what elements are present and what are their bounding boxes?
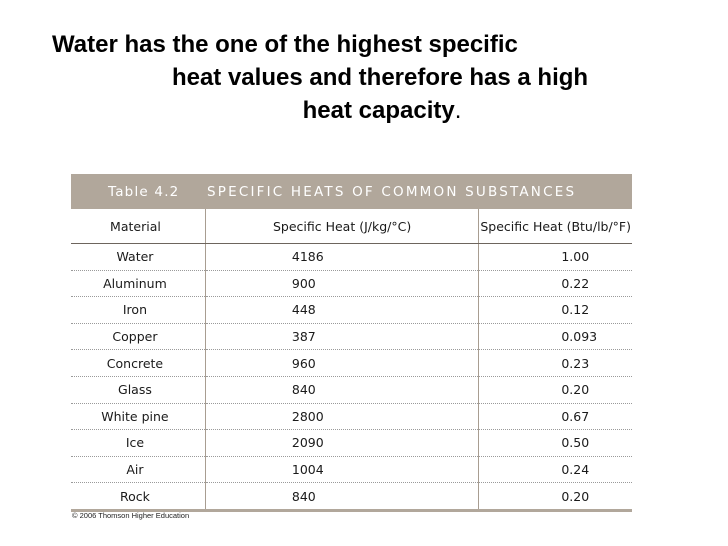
table-row: Iron 448 0.12 [71, 296, 632, 324]
table-row: Rock 840 0.20 [71, 482, 632, 509]
cell-specific-heat-si: 2090 [204, 429, 479, 457]
cell-specific-heat-si: 840 [204, 376, 479, 404]
column-header-specific-heat-si: Specific Heat (J/kg/°C) [204, 209, 479, 244]
title-line-3: heat capacity. [52, 94, 692, 127]
cell-specific-heat-us: 0.093 [478, 323, 632, 351]
table-row: Air 1004 0.24 [71, 456, 632, 484]
cell-material: White pine [71, 403, 206, 431]
cell-specific-heat-us: 0.23 [478, 349, 632, 377]
cell-specific-heat-us: 0.12 [478, 296, 632, 324]
cell-specific-heat-si: 2800 [204, 403, 479, 431]
table-caption: Table 4.2 SPECIFIC HEATS OF COMMON SUBST… [71, 174, 632, 209]
cell-specific-heat-us: 0.20 [478, 376, 632, 404]
column-header-material: Material [71, 209, 206, 244]
cell-specific-heat-si: 960 [204, 349, 479, 377]
table-row: Aluminum 900 0.22 [71, 270, 632, 298]
title-line-1: Water has the one of the highest specifi… [52, 31, 518, 58]
cell-specific-heat-us: 0.50 [478, 429, 632, 457]
table-bottom-rule [71, 508, 632, 512]
table-row: Water 4186 1.00 [71, 243, 632, 271]
title-line-2: heat values and therefore has a high [171, 64, 589, 91]
cell-material: Rock [120, 488, 150, 504]
title-line-3-text: heat capacity [302, 97, 455, 124]
table-row: Glass 840 0.20 [71, 376, 632, 404]
specific-heat-table-figure: Table 4.2 SPECIFIC HEATS OF COMMON SUBST… [71, 174, 632, 512]
table-row: Copper 387 0.093 [71, 323, 632, 351]
cell-material: Copper [71, 323, 206, 351]
table-row: Concrete 960 0.23 [71, 349, 632, 377]
cell-specific-heat-si: 900 [204, 270, 479, 298]
cell-specific-heat-si: 840 [204, 482, 479, 509]
table-row: Ice 2090 0.50 [71, 429, 632, 457]
cell-specific-heat-si: 387 [204, 323, 479, 351]
cell-material: Ice [71, 429, 206, 457]
cell-specific-heat-si: 448 [204, 296, 479, 324]
cell-specific-heat-si: 1004 [204, 456, 479, 484]
cell-specific-heat-us: 1.00 [478, 243, 632, 271]
table-caption-title: SPECIFIC HEATS OF COMMON SUBSTANCES [207, 183, 577, 200]
slide-title: Water has the one of the highest specifi… [52, 28, 692, 127]
cell-specific-heat-us: 0.22 [478, 270, 632, 298]
cell-specific-heat-si: 4186 [204, 243, 479, 271]
cell-material: Air [71, 456, 206, 484]
cell-material: Concrete [71, 349, 206, 377]
table-row: White pine 2800 0.67 [71, 403, 632, 431]
cell-material: Aluminum [71, 270, 206, 298]
copyright-notice: © 2006 Thomson Higher Education [72, 511, 190, 520]
cell-specific-heat-us: 0.20 [478, 482, 632, 509]
cell-material: Water [71, 243, 206, 271]
cell-specific-heat-us: 0.24 [478, 456, 632, 484]
cell-specific-heat-us: 0.67 [478, 403, 632, 431]
cell-material: Glass [71, 376, 206, 404]
specific-heat-table: Material Specific Heat (J/kg/°C) Specifi… [71, 209, 632, 509]
cell-material: Iron [71, 296, 206, 324]
table-header-row: Material Specific Heat (J/kg/°C) Specifi… [71, 209, 632, 244]
table-body: Water 4186 1.00 Aluminum 900 0.22 Iron 448 0.12 C… [71, 243, 632, 509]
title-period: . [454, 97, 462, 124]
table-caption-number: Table 4.2 [108, 183, 180, 200]
column-header-specific-heat-us: Specific Heat (Btu/lb/°F) [478, 209, 632, 244]
